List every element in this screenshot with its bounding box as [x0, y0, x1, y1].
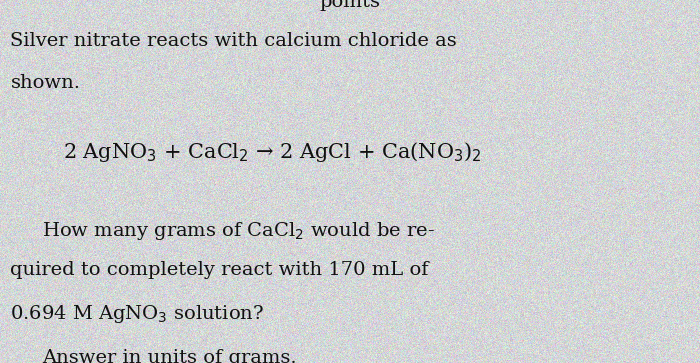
Text: Answer in units of grams.: Answer in units of grams. — [42, 349, 297, 363]
Text: quired to completely react with 170 mL of: quired to completely react with 170 mL o… — [10, 261, 429, 280]
Text: points: points — [319, 0, 381, 11]
Text: 0.694 M AgNO$_3$ solution?: 0.694 M AgNO$_3$ solution? — [10, 303, 265, 325]
Text: shown.: shown. — [10, 73, 80, 91]
Text: How many grams of CaCl$_2$ would be re-: How many grams of CaCl$_2$ would be re- — [42, 220, 435, 242]
Text: Silver nitrate reacts with calcium chloride as: Silver nitrate reacts with calcium chlor… — [10, 32, 457, 50]
Text: 2 AgNO$_3$ + CaCl$_2$ → 2 AgCl + Ca(NO$_3$)$_2$: 2 AgNO$_3$ + CaCl$_2$ → 2 AgCl + Ca(NO$_… — [63, 140, 482, 164]
